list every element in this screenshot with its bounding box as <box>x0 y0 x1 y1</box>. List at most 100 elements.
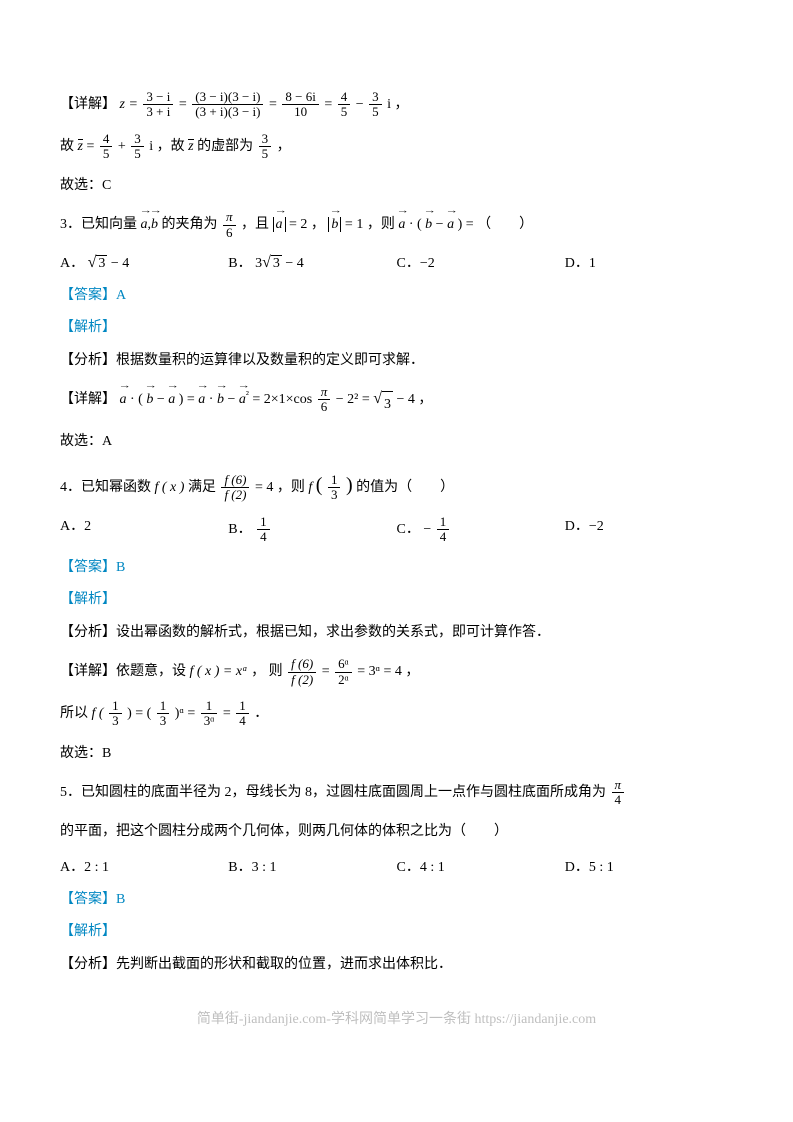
label: B． <box>228 522 251 537</box>
q3-opt-d: D．1 <box>565 252 733 272</box>
txt: 所以 <box>60 706 92 721</box>
q4-opt-a: A．2 <box>60 515 228 545</box>
txt: − <box>227 392 238 407</box>
page-footer: 简单街-jiandanjie.com-学科网简单学习一条街 https://ji… <box>60 1008 733 1028</box>
q5-stem-line1: 5．已知圆柱的底面半径为 2，母线长为 8，过圆柱底面圆周上一点作与圆柱底面所成… <box>60 778 733 808</box>
eq: = <box>269 97 277 112</box>
txt: = 4 <box>255 480 273 495</box>
q4-conclusion: 故选：B <box>60 741 733 766</box>
vec-b: b <box>217 387 224 412</box>
frac: 14 <box>257 515 270 545</box>
q3-detail: 【详解】 a · ( b − a ) = a · b − a² = 2×1×co… <box>60 385 733 417</box>
vec-a: a <box>447 212 454 237</box>
vec-a: a <box>198 387 205 412</box>
abs-a: a <box>273 217 286 232</box>
txt: · ( <box>130 392 143 407</box>
label: A． <box>60 256 84 271</box>
q4-fenxi: 【分析】设出幂函数的解析式，根据已知，求出参数的关系式，即可计算作答． <box>60 620 733 645</box>
frac3: 8 − 6i10 <box>282 90 318 120</box>
vec-a: a <box>398 212 405 237</box>
q2-detail-line1: 【详解】 z = 3 − i3 + i = (3 − i)(3 − i)(3 +… <box>60 90 733 120</box>
plus: + <box>118 139 126 154</box>
txt: = <box>322 664 330 679</box>
txt: · <box>209 392 217 407</box>
txt: 3．已知向量 <box>60 217 141 232</box>
txt: 5．已知圆柱的底面半径为 2，母线长为 8，过圆柱底面圆周上一点作与圆柱底面所成… <box>60 785 606 800</box>
txt: − 4 ， <box>397 392 433 407</box>
frac-arg: 13 <box>328 473 341 503</box>
sqrt-icon: √3 <box>88 255 108 272</box>
q5-analysis-label: 【解析】 <box>60 920 733 940</box>
q5-opt-c: C．4 : 1 <box>397 856 565 876</box>
txt: 4．已知幂函数 <box>60 480 155 495</box>
q2-detail-line2: 故 z = 45 + 35 i ，故 z 的虚部为 35 ， <box>60 132 733 162</box>
q5-stem-line2: 的平面，把这个圆柱分成两个几何体，则两几何体的体积之比为（ ） <box>60 819 733 844</box>
neg: − <box>423 522 431 537</box>
frac-arg: 13 <box>157 699 170 729</box>
frac-f6f2: f (6)f (2) <box>221 473 249 503</box>
txt: = 1 ，则 <box>345 217 398 232</box>
q4-detail-line2: 所以 f ( 13 ) = ( 13 )ᵅ = 13ᵅ = 14 ． <box>60 699 733 729</box>
q3-opt-c: C．−2 <box>397 252 565 272</box>
txt: ，且 <box>241 217 269 232</box>
txt: − 4 <box>285 256 303 271</box>
q5-opt-d: D．5 : 1 <box>565 856 733 876</box>
frac2: (3 − i)(3 − i)(3 + i)(3 − i) <box>192 90 263 120</box>
txt: 满足 <box>188 480 216 495</box>
txt: = 2×1×cos <box>252 392 312 407</box>
q4-analysis-label: 【解析】 <box>60 588 733 608</box>
txt: 的值为（ ） <box>356 480 454 495</box>
q4-opt-b: B． 14 <box>228 515 396 545</box>
label: C． <box>397 522 420 537</box>
txt: 的夹角为 <box>162 217 218 232</box>
f: f <box>308 480 312 495</box>
frac-6a2a: 6ᵅ2ᵅ <box>335 657 352 687</box>
frac6: 45 <box>100 132 113 162</box>
frac7: 35 <box>131 132 144 162</box>
txt: ) = <box>179 392 199 407</box>
vec-b: b <box>425 212 432 237</box>
q3-analysis-label: 【解析】 <box>60 316 733 336</box>
frac4: 45 <box>338 90 351 120</box>
q5-opt-a: A．2 : 1 <box>60 856 228 876</box>
angle-frac: π6 <box>223 210 236 240</box>
sqrt-icon: √3 <box>262 255 282 272</box>
q4-answer: 【答案】B <box>60 556 733 576</box>
txt: ， <box>277 139 291 154</box>
q3-stem: 3．已知向量 a,b 的夹角为 π6 ，且 a = 2 ， b = 1 ，则 a… <box>60 210 733 240</box>
frac1: 3 − i3 + i <box>143 90 173 120</box>
txt: ，则 <box>277 480 309 495</box>
frac: 13ᵅ <box>201 699 218 729</box>
txt: ， 则 <box>251 664 283 679</box>
abs-b: b <box>328 217 341 232</box>
txt: − 4 <box>111 256 129 271</box>
txt: i ，故 <box>149 139 188 154</box>
detail-label: 【详解】 <box>60 97 116 112</box>
q2-conclusion: 故选：C <box>60 173 733 198</box>
q4-opt-c: C． − 14 <box>397 515 565 545</box>
txt: = 2 ， <box>289 217 325 232</box>
txt: = <box>223 706 231 721</box>
eq: = <box>179 97 187 112</box>
frac5: 35 <box>369 90 382 120</box>
i-tail: i ， <box>387 97 408 112</box>
q5-fenxi: 【分析】先判断出截面的形状和截取的位置，进而求出体积比． <box>60 952 733 977</box>
q4-opt-d: D．−2 <box>565 515 733 545</box>
vec-b: b <box>151 212 158 237</box>
frac: 14 <box>236 699 249 729</box>
fx2: f ( x ) = xᵅ <box>190 664 248 679</box>
q3-options: A． √3 − 4 B． 3√3 − 4 C．−2 D．1 <box>60 252 733 272</box>
vec-a: a <box>168 387 175 412</box>
q3-opt-a: A． √3 − 4 <box>60 252 228 272</box>
txt: − 2² = <box>336 392 374 407</box>
vec-b: b <box>146 387 153 412</box>
q5-opt-b: B．3 : 1 <box>228 856 396 876</box>
txt: − <box>157 392 168 407</box>
txt: 故 <box>60 139 74 154</box>
txt: )ᵅ = <box>175 706 195 721</box>
vec-a: a <box>239 387 246 412</box>
q3-answer: 【答案】A <box>60 284 733 304</box>
minus: − <box>356 97 364 112</box>
z-eq: z = <box>120 97 138 112</box>
q4-stem: 4．已知幂函数 f ( x ) 满足 f (6)f (2) = 4 ，则 f (… <box>60 467 733 503</box>
